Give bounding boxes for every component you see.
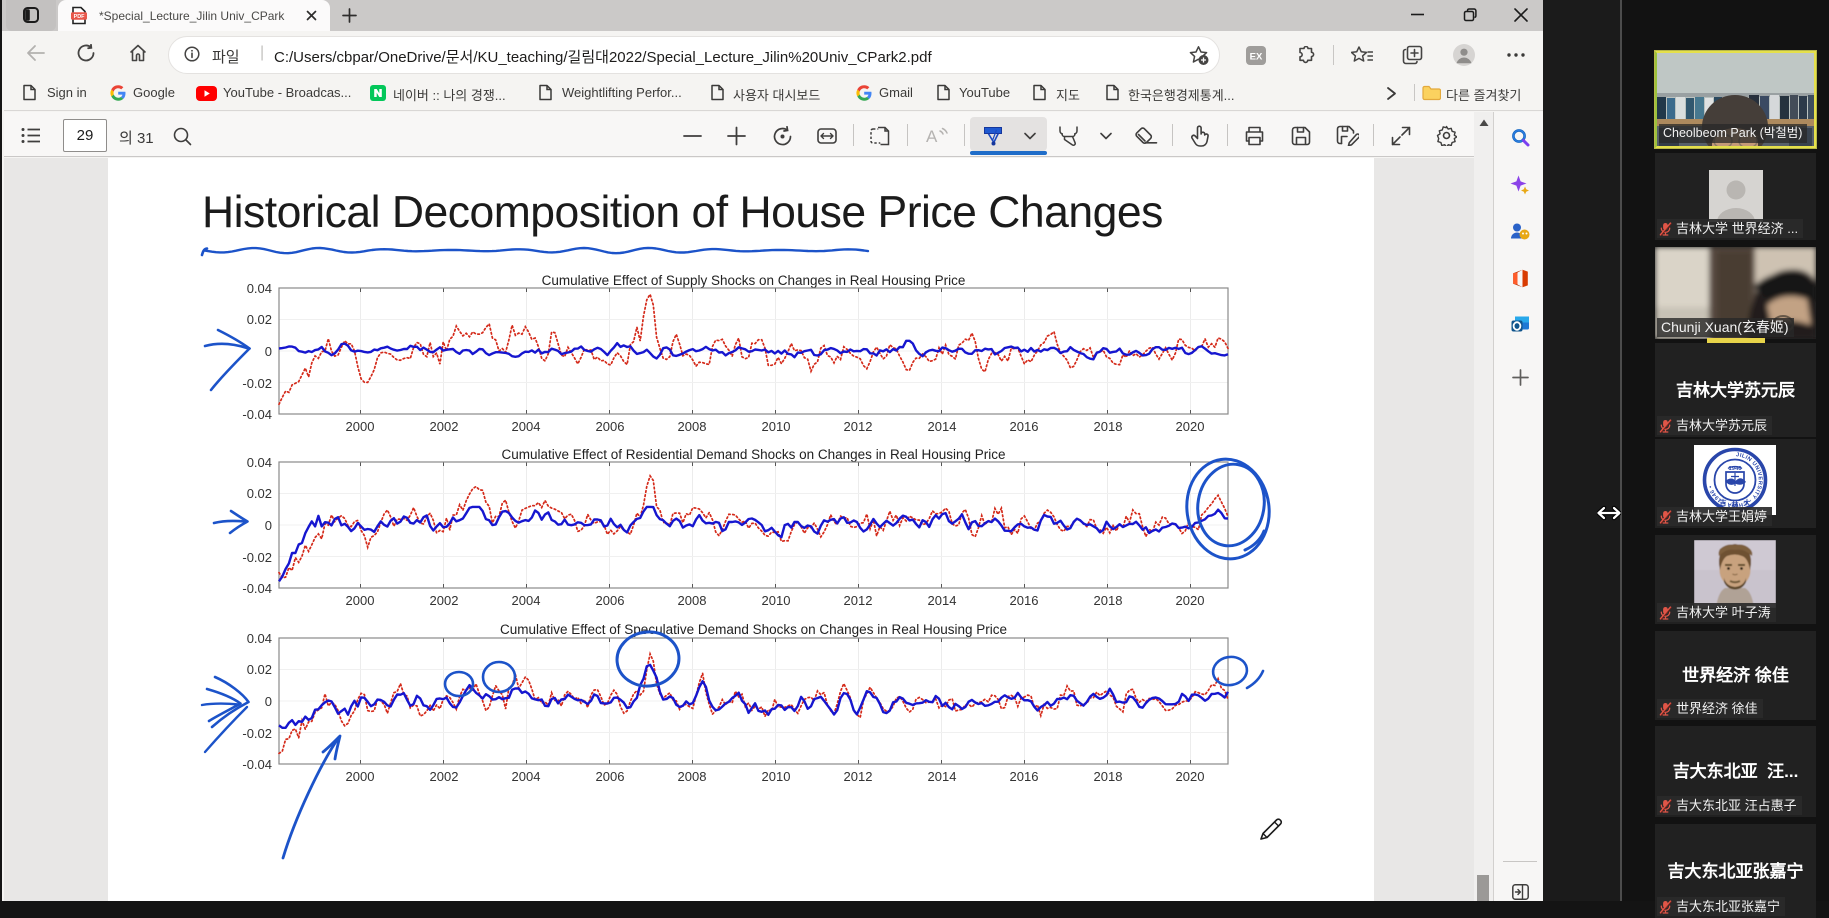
svg-text:大: 大 (1744, 498, 1751, 507)
svg-text:林: 林 (1732, 500, 1740, 509)
svg-text:EX: EX (1250, 51, 1263, 62)
svg-text:1946: 1946 (1729, 466, 1743, 472)
svg-text:吉: 吉 (1720, 498, 1727, 507)
svg-text:PDF: PDF (74, 14, 85, 20)
svg-text:A: A (926, 127, 938, 146)
